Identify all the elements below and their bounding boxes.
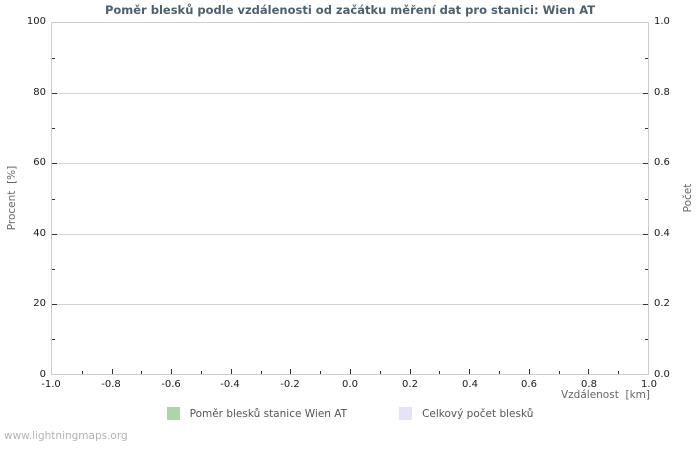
x-tick-mark: [469, 369, 471, 374]
y2-tick-mark: [645, 338, 648, 340]
plot-area: [51, 22, 649, 375]
legend-swatch-green-icon: [166, 407, 180, 420]
x-tick-mark: [201, 371, 202, 374]
legend-label: Poměr blesků stanice Wien AT: [189, 407, 348, 420]
x-tick-mark: [290, 369, 292, 374]
x-axis-tick-label: -0.6: [161, 379, 181, 390]
y-tick-mark: [52, 233, 57, 235]
y-axis-tick-label: 20: [33, 298, 46, 309]
x-tick-mark: [499, 371, 500, 374]
x-tick-mark: [320, 371, 322, 374]
x-axis-tick-label: -0.4: [220, 379, 240, 390]
y2-tick-mark: [645, 128, 648, 130]
x-tick-mark: [528, 369, 530, 374]
y2-tick-mark: [643, 303, 648, 305]
y2-axis-tick-label: 0.0: [654, 369, 670, 380]
x-axis-tick-label: 0.4: [462, 379, 478, 390]
y-tick-mark: [52, 268, 55, 270]
y2-axis-tick-label: 1.0: [654, 16, 670, 27]
gridline-80: [52, 93, 648, 95]
y-axis-tick-label: 60: [33, 157, 46, 168]
y-axis-title: Procent [%]: [6, 165, 18, 231]
gridline-60: [52, 163, 648, 165]
x-tick-mark: [618, 371, 620, 374]
x-tick-mark: [230, 369, 232, 374]
y2-axis-tick-label: 0.8: [654, 87, 670, 98]
x-tick-mark: [379, 371, 381, 374]
y-axis-tick-label: 100: [26, 16, 46, 27]
y-axis-tick-label: 0: [39, 369, 46, 380]
x-tick-mark: [588, 369, 590, 374]
y2-tick-mark: [643, 93, 648, 95]
x-axis-tick-label: -1.0: [41, 379, 61, 390]
x-tick-mark: [260, 371, 262, 374]
x-axis-tick-label: 0.8: [581, 379, 597, 390]
legend-label: Celkový počet blesků: [422, 407, 534, 420]
y-tick-mark: [52, 163, 57, 165]
y2-tick-mark: [645, 58, 648, 60]
y-tick-mark: [52, 128, 55, 130]
y-tick-mark: [52, 338, 55, 340]
y2-axis-tick-label: 0.4: [654, 228, 670, 239]
y2-tick-mark: [643, 163, 648, 165]
y2-axis-title: Počet: [682, 183, 694, 213]
x-tick-mark: [141, 371, 143, 374]
x-tick-mark: [81, 371, 83, 374]
x-tick-mark: [439, 371, 441, 374]
y2-tick-mark: [645, 268, 648, 270]
x-tick-mark: [350, 369, 351, 374]
y2-axis-tick-label: 0.2: [654, 298, 670, 309]
gridline-40: [52, 233, 648, 235]
legend-swatch-lavender-icon: [399, 407, 413, 420]
legend-item-station-ratio: Poměr blesků stanice Wien AT: [166, 407, 348, 420]
chart-legend: Poměr blesků stanice Wien AT Celkový poč…: [0, 407, 700, 420]
watermark: www.lightningmaps.org: [4, 430, 128, 442]
x-tick-mark: [558, 371, 560, 374]
x-axis-tick-label: 1.0: [641, 379, 657, 390]
legend-item-total-count: Celkový počet blesků: [399, 407, 533, 420]
x-axis-tick-label: -0.2: [280, 379, 300, 390]
x-tick-mark: [111, 369, 113, 374]
x-tick-mark: [171, 369, 173, 374]
y2-tick-mark: [645, 198, 648, 200]
y-tick-mark: [52, 303, 57, 305]
y2-axis-tick-label: 0.6: [654, 157, 670, 168]
gridline-20: [52, 303, 648, 305]
x-tick-mark: [409, 369, 411, 374]
x-axis-tick-label: 0.0: [342, 379, 358, 390]
x-axis-tick-label: -0.8: [101, 379, 121, 390]
x-axis-tick-label: 0.2: [402, 379, 418, 390]
y2-tick-mark: [643, 233, 648, 235]
y-axis-tick-label: 80: [33, 87, 46, 98]
x-axis-tick-label: 0.6: [521, 379, 537, 390]
chart-title: Poměr blesků podle vzdálenosti od začátk…: [104, 3, 596, 17]
y-tick-mark: [52, 93, 57, 95]
y-tick-mark: [52, 58, 55, 60]
y-axis-tick-label: 40: [33, 228, 46, 239]
x-axis-title: Vzdálenost [km]: [560, 389, 650, 401]
y-tick-mark: [52, 198, 55, 200]
